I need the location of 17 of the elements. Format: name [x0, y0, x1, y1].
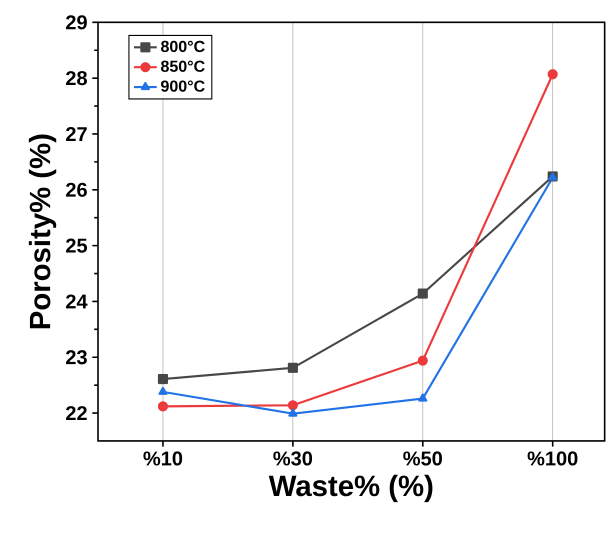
x-tick-label: %30 — [273, 451, 312, 466]
x-axis-title: Waste% (%) — [268, 474, 432, 502]
y-tick-label: 23 — [66, 350, 87, 364]
y-tick-label: 22 — [66, 406, 87, 420]
y-tick-label: 24 — [66, 294, 88, 308]
y-tick-label: 25 — [66, 238, 88, 253]
x-tick-label: %10 — [143, 451, 182, 466]
legend-label: 800°C — [161, 40, 205, 52]
x-tick-label: %50 — [403, 451, 442, 466]
x-tick-label: %100 — [528, 451, 578, 466]
legend-label: 850°C — [161, 60, 205, 72]
y-tick-label: 28 — [66, 71, 87, 86]
y-tick-label: 27 — [66, 126, 87, 141]
y-tick-label: 29 — [66, 15, 87, 30]
y-axis-title: Porosity% (%) — [28, 134, 56, 328]
legend-label: 900°C — [161, 80, 205, 92]
y-tick-label: 26 — [66, 182, 87, 197]
